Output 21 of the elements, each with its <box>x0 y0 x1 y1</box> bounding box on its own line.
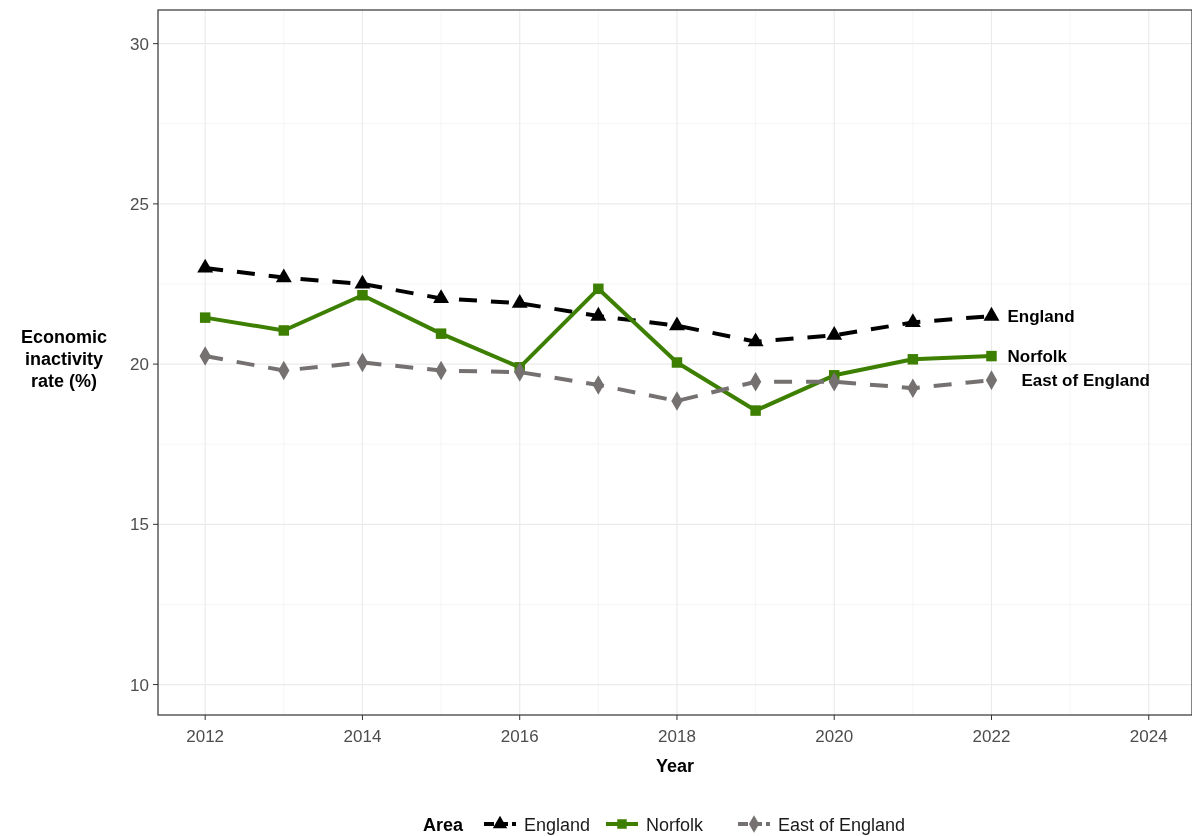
y-tick-label: 25 <box>130 194 149 214</box>
text: East of England <box>1021 371 1150 391</box>
legend-label: England <box>524 815 591 835</box>
y-tick-label: 20 <box>130 355 149 375</box>
x-tick-label: 2020 <box>815 727 854 746</box>
y-tick-label: 30 <box>130 34 149 54</box>
y-axis-title: Economic inactivity rate (%) <box>20 326 108 391</box>
y-tick-label: 10 <box>130 675 149 695</box>
x-tick-label: 2024 <box>1129 727 1168 746</box>
text: England <box>1007 307 1075 327</box>
legend-label: East of England <box>778 815 906 835</box>
text: Norfolk <box>1007 347 1067 367</box>
legend-label: Norfolk <box>646 815 705 835</box>
x-tick-label: 2022 <box>972 727 1011 746</box>
x-tick-label: 2018 <box>658 727 696 746</box>
x-axis-title: Year <box>655 756 695 776</box>
x-tick-label: 2012 <box>186 727 225 746</box>
x-tick-label: 2014 <box>343 727 382 746</box>
legend-title: Area <box>423 815 465 835</box>
y-tick-label: 15 <box>130 515 149 535</box>
x-tick-label: 2016 <box>500 727 539 746</box>
